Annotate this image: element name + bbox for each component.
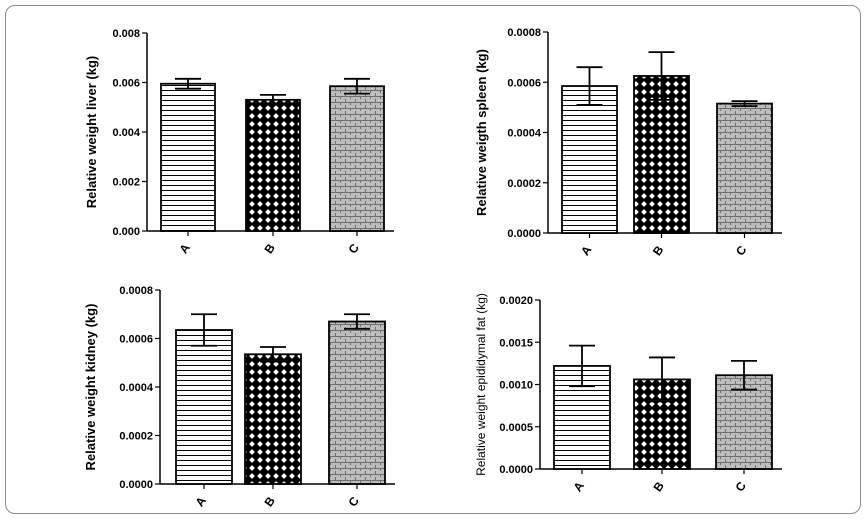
y-tick-label: 0.000: [112, 226, 140, 238]
y-axis-title: Relative weight epididymal fat (kg): [474, 293, 488, 476]
y-tick-label: 0.0000: [507, 228, 541, 240]
x-tick-label: B: [651, 479, 668, 494]
y-tick-label: 0.0008: [119, 285, 153, 297]
y-tick-label: 0.0015: [499, 337, 533, 349]
bar: [328, 320, 386, 485]
x-tick-label: C: [733, 479, 750, 494]
x-tick-label: C: [733, 243, 750, 258]
x-tick-label: B: [650, 243, 667, 258]
y-axis-title: Relative weight kidney (kg): [83, 304, 98, 471]
y-tick-label: 0.006: [112, 78, 140, 90]
y-tick-label: 0.0004: [119, 382, 154, 394]
y-tick-label: 0.0008: [507, 27, 541, 39]
x-tick-label: A: [578, 243, 595, 258]
y-tick-label: 0.0020: [499, 295, 533, 307]
bar: [716, 102, 773, 234]
x-tick-label: A: [193, 494, 210, 509]
y-axis-title: Relative weight liver (kg): [84, 56, 99, 208]
y-tick-label: 0.0002: [119, 431, 153, 443]
bar: [175, 329, 233, 485]
x-tick-label: A: [177, 241, 194, 256]
y-tick-label: 0.008: [112, 28, 140, 40]
y-tick-label: 0.0000: [119, 479, 153, 491]
y-tick-label: 0.0002: [507, 178, 541, 190]
x-tick-label: C: [346, 494, 363, 509]
y-tick-label: 0.0005: [499, 422, 533, 434]
y-axis-title: Relative weigth spleen (kg): [474, 49, 489, 216]
x-tick-label: B: [262, 241, 279, 256]
bar: [633, 75, 690, 234]
bar: [160, 82, 216, 232]
x-tick-label: A: [571, 479, 588, 494]
y-tick-label: 0.002: [112, 177, 140, 189]
y-tick-label: 0.0010: [499, 380, 533, 392]
x-tick-label: C: [346, 241, 363, 256]
y-tick-label: 0.0000: [499, 464, 533, 476]
y-tick-label: 0.004: [112, 127, 140, 139]
bar: [245, 98, 301, 232]
y-tick-label: 0.0006: [507, 77, 541, 89]
bar: [244, 353, 302, 485]
y-tick-label: 0.0006: [119, 334, 153, 346]
bar: [561, 85, 618, 234]
y-tick-label: 0.0004: [507, 128, 542, 140]
bar: [329, 85, 385, 232]
x-tick-label: B: [262, 494, 279, 509]
